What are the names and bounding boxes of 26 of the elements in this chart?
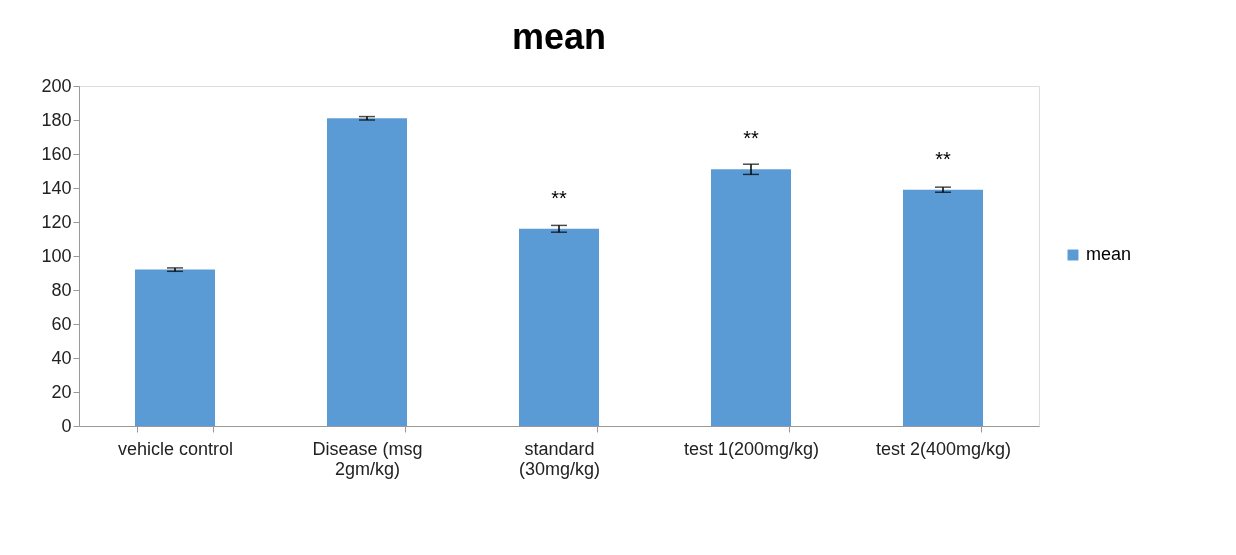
annotation: ** <box>935 147 951 170</box>
y-tick-label: 120 <box>41 211 72 232</box>
y-tick-label: 80 <box>51 279 72 300</box>
x-tick-label: vehicle control <box>117 438 234 459</box>
bar <box>519 228 599 426</box>
bar <box>903 189 983 426</box>
chart-title: mean <box>511 16 607 57</box>
annotation: ** <box>551 186 567 209</box>
y-tick-label: 40 <box>51 347 72 368</box>
y-tick-label: 100 <box>41 245 72 266</box>
x-tick-label: Disease (msg 2gm/kg) <box>312 438 423 479</box>
bar <box>327 118 407 426</box>
y-tick-label: 180 <box>41 109 72 130</box>
x-tick-label: test 2(400mg/kg) <box>875 438 1012 459</box>
y-tick-label: 160 <box>41 143 72 164</box>
x-tick-label: test 1(200mg/kg) <box>683 438 820 459</box>
annotation: ** <box>743 127 759 150</box>
y-tick-label: 140 <box>41 177 72 198</box>
y-tick-label: 20 <box>51 381 72 402</box>
y-tick-label: 0 <box>61 415 72 436</box>
y-tick-label: 200 <box>41 75 72 96</box>
x-tick-label: standard (30mg/kg) <box>518 438 601 479</box>
bar <box>711 169 791 426</box>
legend-label: mean <box>1086 244 1132 264</box>
bar <box>135 269 215 426</box>
y-tick-label: 60 <box>51 313 72 334</box>
